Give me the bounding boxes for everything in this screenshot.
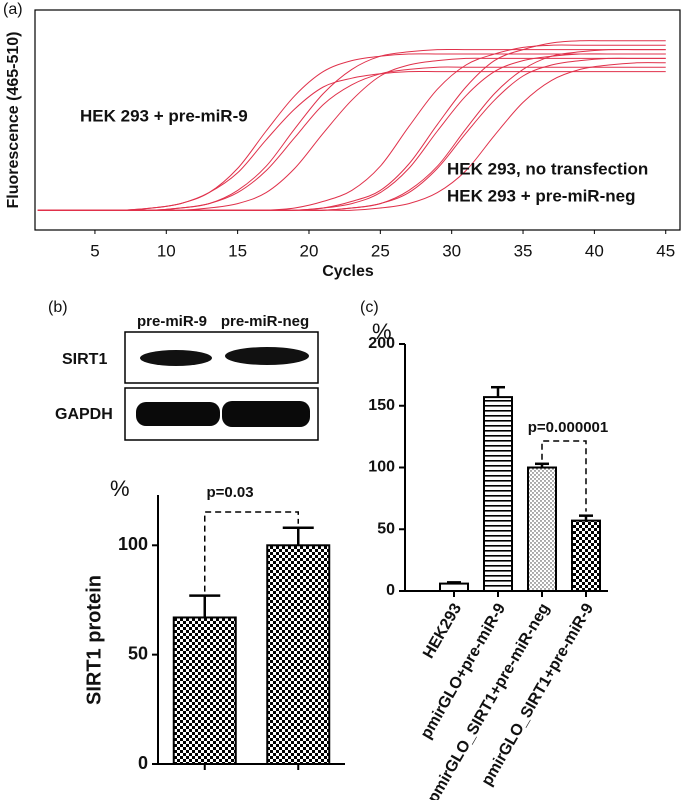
annotation: HEK 293 + pre-miR-neg <box>447 186 635 205</box>
blot-band <box>140 350 212 366</box>
y-tick-label: 50 <box>128 643 148 663</box>
row-label: SIRT1 <box>62 351 107 368</box>
x-tick-label: 40 <box>585 241 604 260</box>
bar <box>571 519 601 592</box>
bar <box>172 616 237 766</box>
bar <box>483 396 513 593</box>
lane-label: pre-miR-9 <box>137 313 207 330</box>
row-label: GAPDH <box>55 406 113 423</box>
amplification-curve <box>37 40 666 211</box>
x-tick-label: 35 <box>514 241 533 260</box>
y-axis-label: Fluorescence (465-510) <box>5 32 22 209</box>
x-tick-label: 10 <box>157 241 176 260</box>
y-tick-label: 50 <box>377 520 395 537</box>
panel-label: (c) <box>360 299 379 316</box>
x-tick-label: 20 <box>300 241 319 260</box>
annotation: HEK 293, no transfection <box>447 159 648 178</box>
x-tick-label: 5 <box>90 241 99 260</box>
amplification-curve <box>37 62 666 211</box>
p-value: p=0.000001 <box>528 419 609 436</box>
x-tick-label: HEK293 <box>420 601 465 662</box>
y-tick-label: 200 <box>368 335 395 352</box>
y-tick-label: 150 <box>368 397 395 414</box>
panel-label: (b) <box>48 299 68 316</box>
unit-label: % <box>110 476 130 501</box>
blot-band <box>222 401 310 427</box>
blot-band <box>136 402 220 426</box>
blot-band <box>225 347 309 365</box>
annotation: HEK 293 + pre-miR-9 <box>80 106 248 125</box>
y-tick-label: 0 <box>138 753 148 773</box>
x-tick-label: 45 <box>656 241 675 260</box>
x-tick-label: 30 <box>442 241 461 260</box>
y-tick-label: 100 <box>118 534 148 554</box>
x-axis-label: Cycles <box>322 263 374 280</box>
bar <box>266 544 331 766</box>
p-value: p=0.03 <box>206 484 253 501</box>
significance-bracket <box>541 440 587 512</box>
x-tick-label: 15 <box>228 241 247 260</box>
y-tick-label: 100 <box>368 459 395 476</box>
x-tick-label: pmirGLO+pre-miR-9 <box>418 601 509 742</box>
plot-frame <box>34 9 681 231</box>
bar <box>439 582 469 593</box>
y-axis-label: SIRT1 protein <box>83 575 105 705</box>
amplification-curve <box>37 70 666 211</box>
panel-label: (a) <box>3 1 23 18</box>
y-tick-label: 0 <box>386 582 395 599</box>
unit-label: % <box>372 319 392 344</box>
bar <box>527 466 557 592</box>
x-tick-label: 25 <box>371 241 390 260</box>
lane-label: pre-miR-neg <box>221 313 309 330</box>
